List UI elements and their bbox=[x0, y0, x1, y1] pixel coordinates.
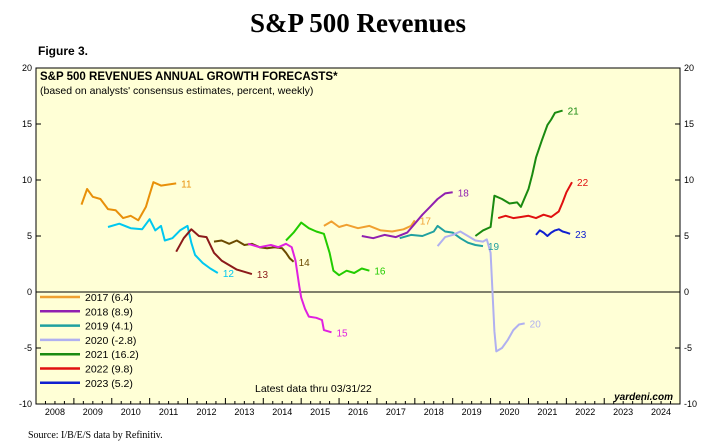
x-tick-label: 2023 bbox=[613, 407, 633, 417]
legend-label-18: 2018 (8.9) bbox=[85, 306, 133, 318]
series-end-label-19: 19 bbox=[488, 242, 500, 253]
y-tick-label-right: 5 bbox=[684, 231, 689, 241]
series-line-18 bbox=[361, 191, 453, 240]
y-tick-label-right: -10 bbox=[684, 399, 697, 409]
chart-subtitle: (based on analysts' consensus estimates,… bbox=[40, 85, 313, 97]
series-line-22 bbox=[497, 181, 573, 220]
x-tick-label: 2020 bbox=[500, 407, 520, 417]
x-tick-label: 2017 bbox=[386, 407, 406, 417]
figure-label: Figure 3. bbox=[38, 44, 89, 58]
legend-label-21: 2021 (16.2) bbox=[85, 349, 139, 361]
y-tick-label-left: 10 bbox=[22, 175, 32, 185]
series-line-23 bbox=[535, 228, 571, 237]
series-lines bbox=[80, 109, 573, 353]
watermark: yardeni.com bbox=[613, 392, 673, 403]
y-tick-label-left: 15 bbox=[22, 119, 32, 129]
series-end-labels: 11 12 13 14 15 16 17 18 19 20 21 22 23 bbox=[181, 107, 588, 340]
x-tick-label: 2015 bbox=[310, 407, 330, 417]
y-tick-label-left: 5 bbox=[27, 231, 32, 241]
series-line-19 bbox=[399, 224, 484, 248]
y-tick-label-right: 10 bbox=[684, 175, 694, 185]
x-tick-label: 2009 bbox=[83, 407, 103, 417]
series-end-label-23: 23 bbox=[575, 230, 587, 241]
x-tick-label: 2021 bbox=[537, 407, 557, 417]
series-end-label-18: 18 bbox=[458, 188, 470, 199]
y-tick-label-right: -5 bbox=[684, 343, 692, 353]
series-end-label-17: 17 bbox=[420, 216, 432, 227]
legend-label-23: 2023 (5.2) bbox=[85, 378, 133, 390]
chart-title: S&P 500 REVENUES ANNUAL GROWTH FORECASTS… bbox=[40, 71, 338, 83]
series-end-label-21: 21 bbox=[568, 107, 580, 118]
y-tick-label-right: 20 bbox=[684, 63, 694, 73]
latest-data-note: Latest data thru 03/31/22 bbox=[255, 383, 372, 395]
series-line-11 bbox=[80, 181, 177, 222]
x-tick-label: 2012 bbox=[196, 407, 216, 417]
legend-label-20: 2020 (-2.8) bbox=[85, 335, 136, 347]
page-title: S&P 500 Revenues bbox=[250, 8, 466, 38]
y-tick-label-left: 20 bbox=[22, 63, 32, 73]
x-tick-label: 2014 bbox=[272, 407, 292, 417]
series-end-label-15: 15 bbox=[336, 328, 348, 339]
x-tick-label: 2013 bbox=[234, 407, 254, 417]
legend-label-17: 2017 (6.4) bbox=[85, 292, 133, 304]
x-tick-label: 2022 bbox=[575, 407, 595, 417]
series-end-label-16: 16 bbox=[374, 267, 386, 278]
series-end-label-12: 12 bbox=[223, 269, 235, 280]
x-tick-label: 2010 bbox=[121, 407, 141, 417]
series-line-12 bbox=[107, 218, 219, 274]
series-end-label-22: 22 bbox=[577, 178, 589, 189]
series-end-label-13: 13 bbox=[257, 270, 269, 281]
x-tick-label: 2024 bbox=[651, 407, 671, 417]
y-tick-label-left: 0 bbox=[27, 287, 32, 297]
y-tick-label-left: -10 bbox=[19, 399, 32, 409]
y-tick-label-right: 0 bbox=[684, 287, 689, 297]
series-end-label-14: 14 bbox=[299, 258, 311, 269]
legend: 2017 (6.4) 2018 (8.9) 2019 (4.1) 2020 (-2.8… bbox=[40, 292, 139, 390]
series-line-13 bbox=[175, 228, 253, 276]
y-tick-label-right: 15 bbox=[684, 119, 694, 129]
x-tick-label: 2008 bbox=[45, 407, 65, 417]
series-line-20 bbox=[436, 230, 525, 353]
x-tick-label: 2011 bbox=[159, 407, 178, 417]
legend-label-19: 2019 (4.1) bbox=[85, 321, 133, 333]
plot-area bbox=[35, 67, 681, 405]
x-tick-label: 2016 bbox=[348, 407, 368, 417]
series-line-17 bbox=[323, 219, 416, 233]
series-end-label-11: 11 bbox=[181, 179, 192, 190]
series-line-21 bbox=[474, 109, 563, 237]
y-tick-label-left: -5 bbox=[24, 343, 32, 353]
series-line-15 bbox=[247, 242, 332, 334]
series-end-label-20: 20 bbox=[530, 319, 542, 330]
series-line-16 bbox=[285, 221, 370, 277]
legend-label-22: 2022 (9.8) bbox=[85, 364, 133, 376]
x-tick-label: 2018 bbox=[424, 407, 444, 417]
x-tick-label: 2019 bbox=[462, 407, 482, 417]
source-note: Source: I/B/E/S data by Refinitiv. bbox=[28, 430, 163, 441]
